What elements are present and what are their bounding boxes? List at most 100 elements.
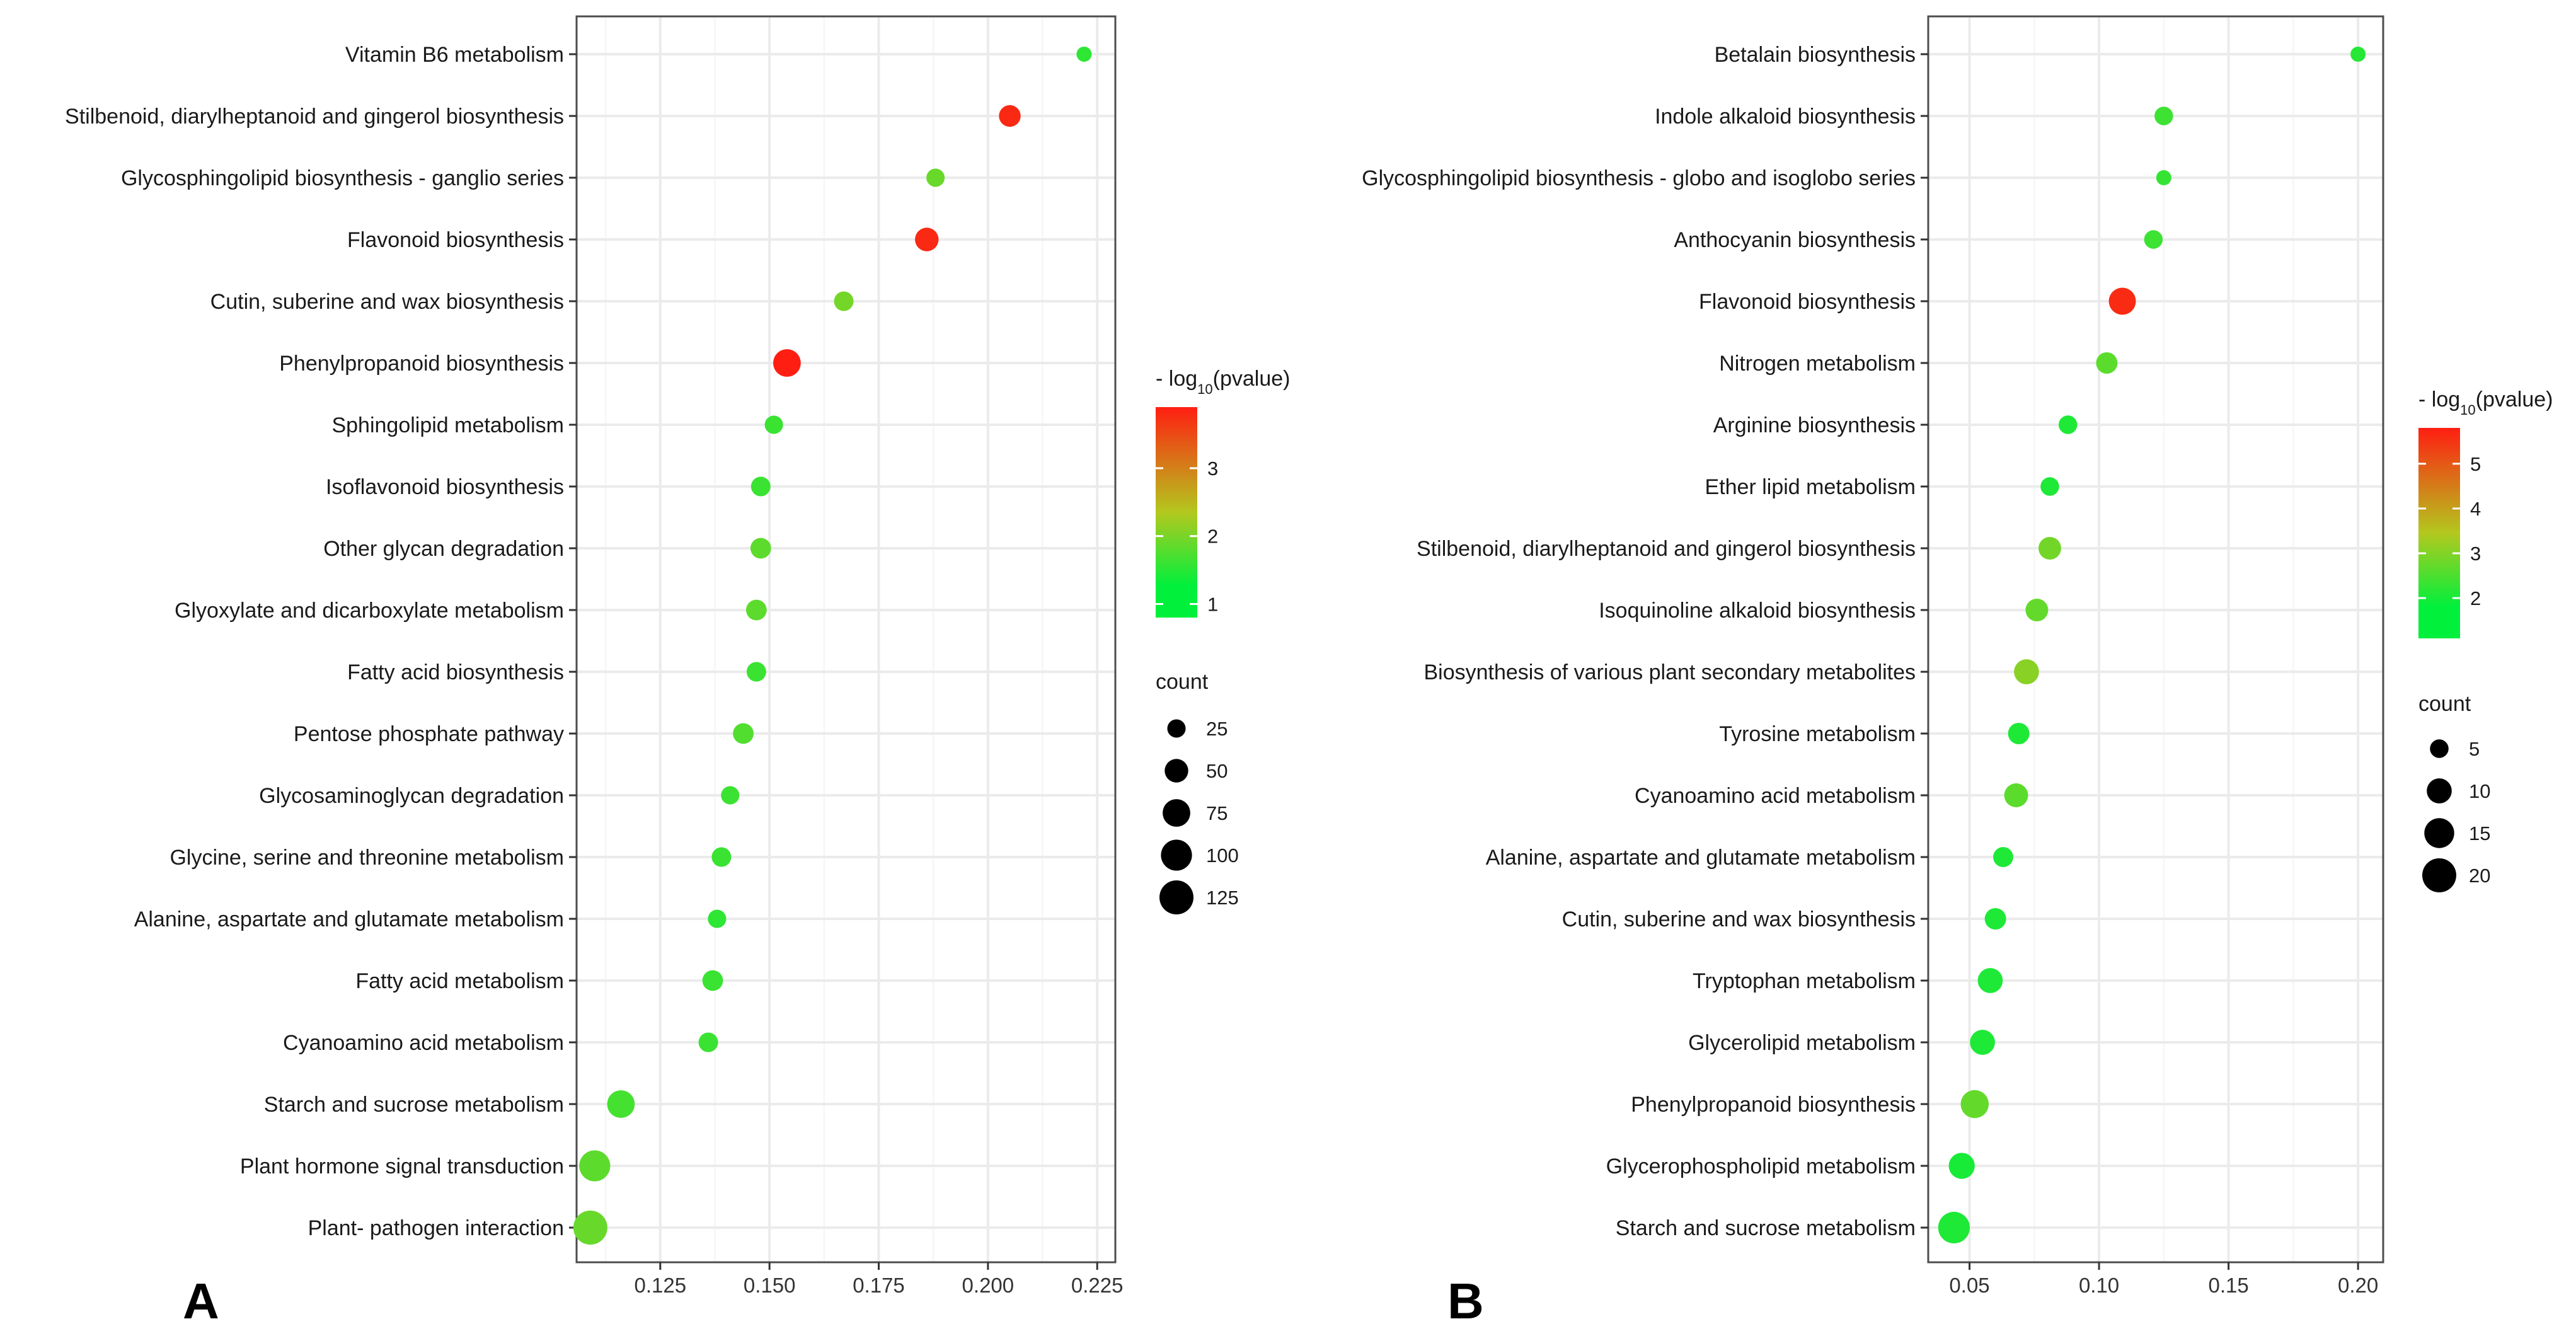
size-legend-dot bbox=[2424, 818, 2454, 848]
size-legend-label: 75 bbox=[1206, 802, 1228, 824]
y-tick-label: Glyoxylate and dicarboxylate metabolism bbox=[175, 599, 564, 623]
y-tick-label: Starch and sucrose metabolism bbox=[1616, 1216, 1916, 1240]
y-tick-label: Nitrogen metabolism bbox=[1719, 352, 1916, 376]
data-point bbox=[1948, 1153, 1975, 1179]
size-legend-dot bbox=[2427, 778, 2452, 803]
y-tick-label: Cyanoamino acid metabolism bbox=[1635, 784, 1916, 808]
data-point bbox=[773, 349, 801, 377]
size-legend-dot bbox=[1163, 799, 1190, 827]
y-tick-label: Cyanoamino acid metabolism bbox=[283, 1031, 564, 1055]
data-point bbox=[2058, 415, 2078, 434]
data-point bbox=[733, 723, 754, 744]
data-point bbox=[721, 786, 740, 805]
size-legend-dot bbox=[1159, 880, 1193, 914]
color-legend-title: - log10(pvalue) bbox=[1156, 367, 1290, 397]
y-tick-label: Isoflavonoid biosynthesis bbox=[326, 475, 564, 499]
y-tick-label: Anthocyanin biosynthesis bbox=[1674, 228, 1916, 252]
y-tick-label: Pentose phosphate pathway bbox=[294, 722, 564, 746]
data-point bbox=[607, 1090, 635, 1118]
color-legend-bar bbox=[1156, 407, 1197, 618]
size-legend-dot bbox=[1161, 839, 1192, 871]
y-tick-label: Glycosaminoglycan degradation bbox=[259, 784, 564, 808]
data-point bbox=[1970, 1030, 1995, 1055]
x-tick-label: 0.15 bbox=[2208, 1274, 2248, 1297]
y-tick-label: Sphingolipid metabolism bbox=[331, 413, 564, 437]
x-tick-label: 0.175 bbox=[853, 1274, 905, 1297]
y-tick-label: Glycosphingolipid biosynthesis - ganglio… bbox=[121, 166, 564, 190]
y-tick-label: Glycine, serine and threonine metabolism bbox=[170, 846, 564, 870]
y-tick-label: Alanine, aspartate and glutamate metabol… bbox=[1486, 846, 1916, 870]
color-legend-title: - log10(pvalue) bbox=[2418, 388, 2553, 418]
y-tick-label: Flavonoid biosynthesis bbox=[347, 228, 564, 252]
x-tick-label: 0.150 bbox=[744, 1274, 796, 1297]
color-legend-label: 2 bbox=[1207, 526, 1218, 548]
plot-border bbox=[575, 15, 1117, 1264]
y-tick-label: Isoquinoline alkaloid biosynthesis bbox=[1599, 599, 1916, 623]
data-point bbox=[2156, 170, 2171, 185]
plot-border bbox=[1927, 15, 2384, 1264]
y-tick-label: Stilbenoid, diarylheptanoid and gingerol… bbox=[65, 105, 564, 129]
data-point bbox=[750, 476, 771, 497]
panel-label: A bbox=[183, 1273, 219, 1329]
y-tick-label: Plant- pathogen interaction bbox=[308, 1216, 564, 1240]
size-legend-dot bbox=[2430, 739, 2449, 758]
y-tick-label: Flavonoid biosynthesis bbox=[1699, 290, 1916, 314]
color-legend-label: 5 bbox=[2470, 453, 2481, 475]
y-tick-label: Cutin, suberine and wax biosynthesis bbox=[210, 290, 564, 314]
y-tick-label: Biosynthesis of various plant secondary … bbox=[1423, 660, 1916, 684]
data-point bbox=[746, 662, 766, 682]
y-tick-label: Betalain biosynthesis bbox=[1715, 43, 1916, 67]
data-point bbox=[1960, 1090, 1989, 1119]
color-legend-label: 3 bbox=[2470, 543, 2481, 565]
data-point bbox=[2108, 287, 2136, 315]
size-legend-label: 100 bbox=[1206, 844, 1239, 867]
color-legend-label: 2 bbox=[2470, 587, 2481, 609]
data-point bbox=[2350, 47, 2366, 62]
data-point bbox=[579, 1150, 611, 1182]
data-point bbox=[2008, 722, 2030, 745]
y-tick-label: Glycerolipid metabolism bbox=[1688, 1031, 1916, 1055]
data-point bbox=[2154, 107, 2173, 125]
y-tick-label: Indole alkaloid biosynthesis bbox=[1655, 105, 1916, 129]
data-point bbox=[711, 847, 732, 867]
size-legend-dot bbox=[2422, 858, 2456, 892]
y-tick-label: Other glycan degradation bbox=[323, 537, 564, 561]
size-legend-title: count bbox=[2418, 692, 2471, 716]
y-tick-label: Phenylpropanoid biosynthesis bbox=[1631, 1093, 1916, 1117]
y-tick-label: Starch and sucrose metabolism bbox=[264, 1093, 564, 1117]
data-point bbox=[2014, 659, 2039, 684]
y-tick-label: Stilbenoid, diarylheptanoid and gingerol… bbox=[1417, 537, 1916, 561]
panel-b-bubble-chart: Betalain biosynthesis Indole alkaloid bio… bbox=[1362, 15, 2553, 1329]
panel-a-bubble-chart: Vitamin B6 metabolism Stilbenoid, diarylh… bbox=[65, 15, 1290, 1329]
size-legend-label: 50 bbox=[1206, 760, 1228, 782]
size-legend-title: count bbox=[1156, 670, 1209, 694]
data-point bbox=[2040, 477, 2059, 496]
size-legend-dot bbox=[1167, 719, 1186, 738]
x-tick-label: 0.225 bbox=[1071, 1274, 1124, 1297]
y-tick-label: Fatty acid metabolism bbox=[355, 969, 564, 993]
data-point bbox=[1984, 907, 2006, 930]
data-point bbox=[834, 291, 854, 311]
y-tick-label: Plant hormone signal transduction bbox=[240, 1155, 564, 1178]
color-legend-label: 1 bbox=[1207, 593, 1218, 615]
data-point bbox=[1938, 1211, 1970, 1244]
x-tick-label: 0.20 bbox=[2338, 1274, 2378, 1297]
size-legend-label: 10 bbox=[2469, 780, 2490, 802]
data-point bbox=[702, 970, 723, 991]
data-point bbox=[573, 1211, 607, 1245]
y-tick-label: Fatty acid biosynthesis bbox=[347, 660, 564, 684]
x-tick-label: 0.05 bbox=[1949, 1274, 1989, 1297]
size-legend-dot bbox=[1164, 759, 1188, 783]
y-tick-label: Vitamin B6 metabolism bbox=[345, 43, 564, 67]
x-tick-label: 0.200 bbox=[962, 1274, 1015, 1297]
size-legend-label: 125 bbox=[1206, 887, 1239, 909]
data-point bbox=[1993, 847, 2013, 867]
data-point bbox=[2038, 536, 2061, 560]
y-tick-label: Glycosphingolipid biosynthesis - globo a… bbox=[1362, 166, 1916, 190]
data-point bbox=[745, 599, 767, 621]
data-point bbox=[2004, 783, 2028, 807]
y-tick-label: Tryptophan metabolism bbox=[1693, 969, 1916, 993]
plot-background bbox=[577, 16, 1115, 1262]
size-legend-label: 25 bbox=[1206, 718, 1228, 740]
data-point bbox=[698, 1032, 718, 1052]
